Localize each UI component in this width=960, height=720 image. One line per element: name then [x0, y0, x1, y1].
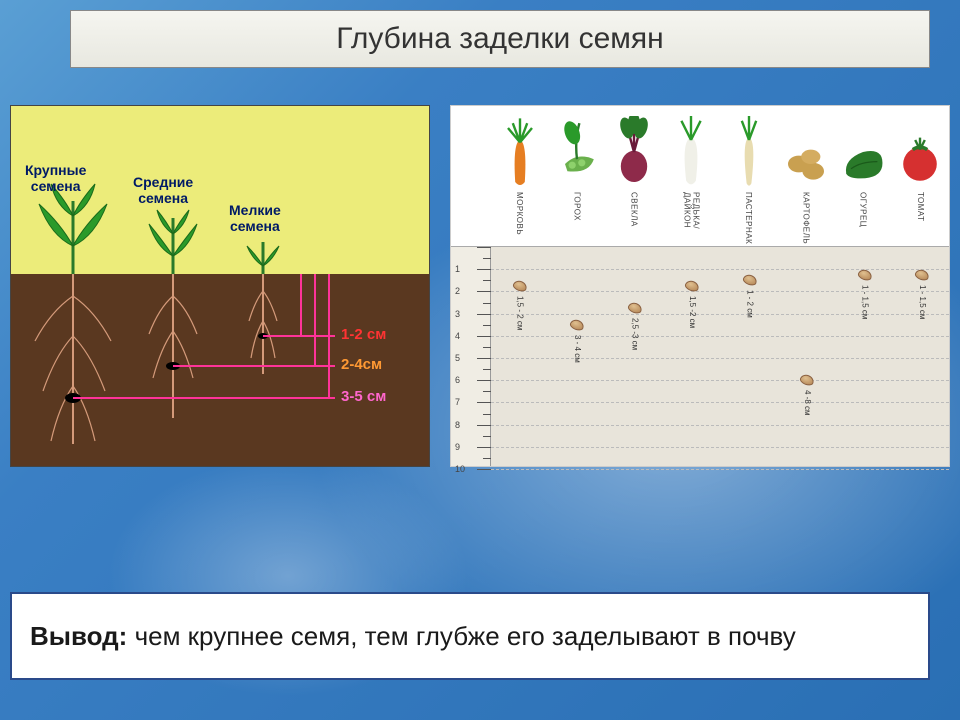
carrot-icon — [496, 116, 544, 188]
vegetable-name: СВЕКЛА — [630, 192, 639, 242]
seed-marker — [569, 318, 586, 332]
grid-line — [491, 269, 949, 270]
diagram-svg — [11, 106, 431, 468]
conclusion-label: Вывод: — [30, 621, 127, 651]
vegetable-depth-chart: МОРКОВЬ ГОРОХ СВЕКЛА РЕДЬКА/ДАЙКОН ПАСТЕРНАК… — [450, 105, 950, 467]
seed-size-label-medium: Средниесемена — [133, 174, 193, 206]
seed-size-label-small: Мелкиесемена — [229, 202, 281, 234]
daikon-icon — [667, 116, 715, 188]
vegetable-column: ТОМАТ — [892, 106, 949, 246]
conclusion-body: чем крупнее семя, тем глубже его заделыв… — [135, 621, 796, 651]
seed-depth-text: 1 - 2 см — [745, 290, 754, 318]
ruler-number: 3 — [455, 309, 460, 319]
ruler-number: 9 — [455, 442, 460, 452]
depth-label: 3-5 см — [341, 388, 386, 405]
vegetable-name: ПАСТЕРНАК — [744, 192, 753, 242]
grid-line — [491, 314, 949, 315]
seed-depth-text: 1,5 -2 см — [688, 296, 697, 328]
page-title: Глубина заделки семян — [336, 22, 663, 56]
depth-ruler: 12345678910 — [451, 247, 491, 466]
seed-depth-text: 1 - 1,5 см — [860, 285, 869, 319]
vegetable-column: КАРТОФЕЛЬ — [777, 106, 834, 246]
pea-icon — [553, 116, 601, 188]
vegetable-name: КАРТОФЕЛЬ — [801, 192, 810, 242]
vegetable-name: РЕДЬКА/ДАЙКОН — [682, 192, 700, 242]
seed-depth-text: 1,5 - 2 см — [515, 296, 524, 330]
vegetable-name: МОРКОВЬ — [515, 192, 524, 242]
depth-ruler-area: 12345678910 1,5 - 2 см3 - 4 см2,5 -3 см1… — [451, 246, 949, 466]
plant-medium — [149, 210, 197, 418]
title-panel: Глубина заделки семян — [70, 10, 930, 68]
cucumber-icon — [839, 116, 887, 188]
seed-marker — [741, 273, 758, 287]
seed-marker — [799, 373, 816, 387]
vegetable-column: СВЕКЛА — [606, 106, 663, 246]
vegetable-column: ГОРОХ — [548, 106, 605, 246]
seed-size-label-large: Крупныесемена — [25, 162, 86, 194]
tomato-icon — [896, 116, 944, 188]
vegetable-column: РЕДЬКА/ДАЙКОН — [663, 106, 720, 246]
ruler-number: 1 — [455, 264, 460, 274]
plant-small — [247, 242, 279, 374]
depth-label: 2-4см — [341, 356, 382, 373]
grid-line — [491, 358, 949, 359]
beet-icon — [610, 116, 658, 188]
conclusion-panel: Вывод: чем крупнее семя, тем глубже его … — [10, 592, 930, 680]
vegetable-column: МОРКОВЬ — [491, 106, 548, 246]
seed-depth-text: 4 -8 см — [803, 390, 812, 416]
grid-line — [491, 380, 949, 381]
conclusion-text: Вывод: чем крупнее семя, тем глубже его … — [30, 620, 796, 653]
grid-line — [491, 469, 949, 470]
grid-line — [491, 447, 949, 448]
ruler-number: 5 — [455, 353, 460, 363]
seed-depth-text: 3 - 4 см — [573, 335, 582, 363]
ruler-number: 10 — [455, 464, 465, 474]
ruler-number: 4 — [455, 331, 460, 341]
plant-large — [35, 184, 111, 444]
vegetable-column: ОГУРЕЦ — [835, 106, 892, 246]
grid-line — [491, 291, 949, 292]
seed-depth-text: 1 - 1,5 см — [918, 285, 927, 319]
depth-indicator-lines — [73, 274, 335, 398]
vegetable-name: ОГУРЕЦ — [859, 192, 868, 242]
vegetable-name: ГОРОХ — [572, 192, 581, 242]
seed-depth-diagram: Крупныесемена Средниесемена Мелкиесемена 1… — [10, 105, 430, 467]
ruler-number: 6 — [455, 375, 460, 385]
potato-icon — [782, 116, 830, 188]
grid-line — [491, 402, 949, 403]
vegetable-column: ПАСТЕРНАК — [720, 106, 777, 246]
depth-label: 1-2 см — [341, 326, 386, 343]
grid-line — [491, 336, 949, 337]
ruler-number: 2 — [455, 286, 460, 296]
vegetable-header-row: МОРКОВЬ ГОРОХ СВЕКЛА РЕДЬКА/ДАЙКОН ПАСТЕРНАК… — [491, 106, 949, 246]
parsnip-icon — [725, 116, 773, 188]
seed-depth-text: 2,5 -3 см — [630, 318, 639, 350]
vegetable-name: ТОМАТ — [916, 192, 925, 242]
grid-line — [491, 425, 949, 426]
ruler-number: 7 — [455, 397, 460, 407]
ruler-number: 8 — [455, 420, 460, 430]
